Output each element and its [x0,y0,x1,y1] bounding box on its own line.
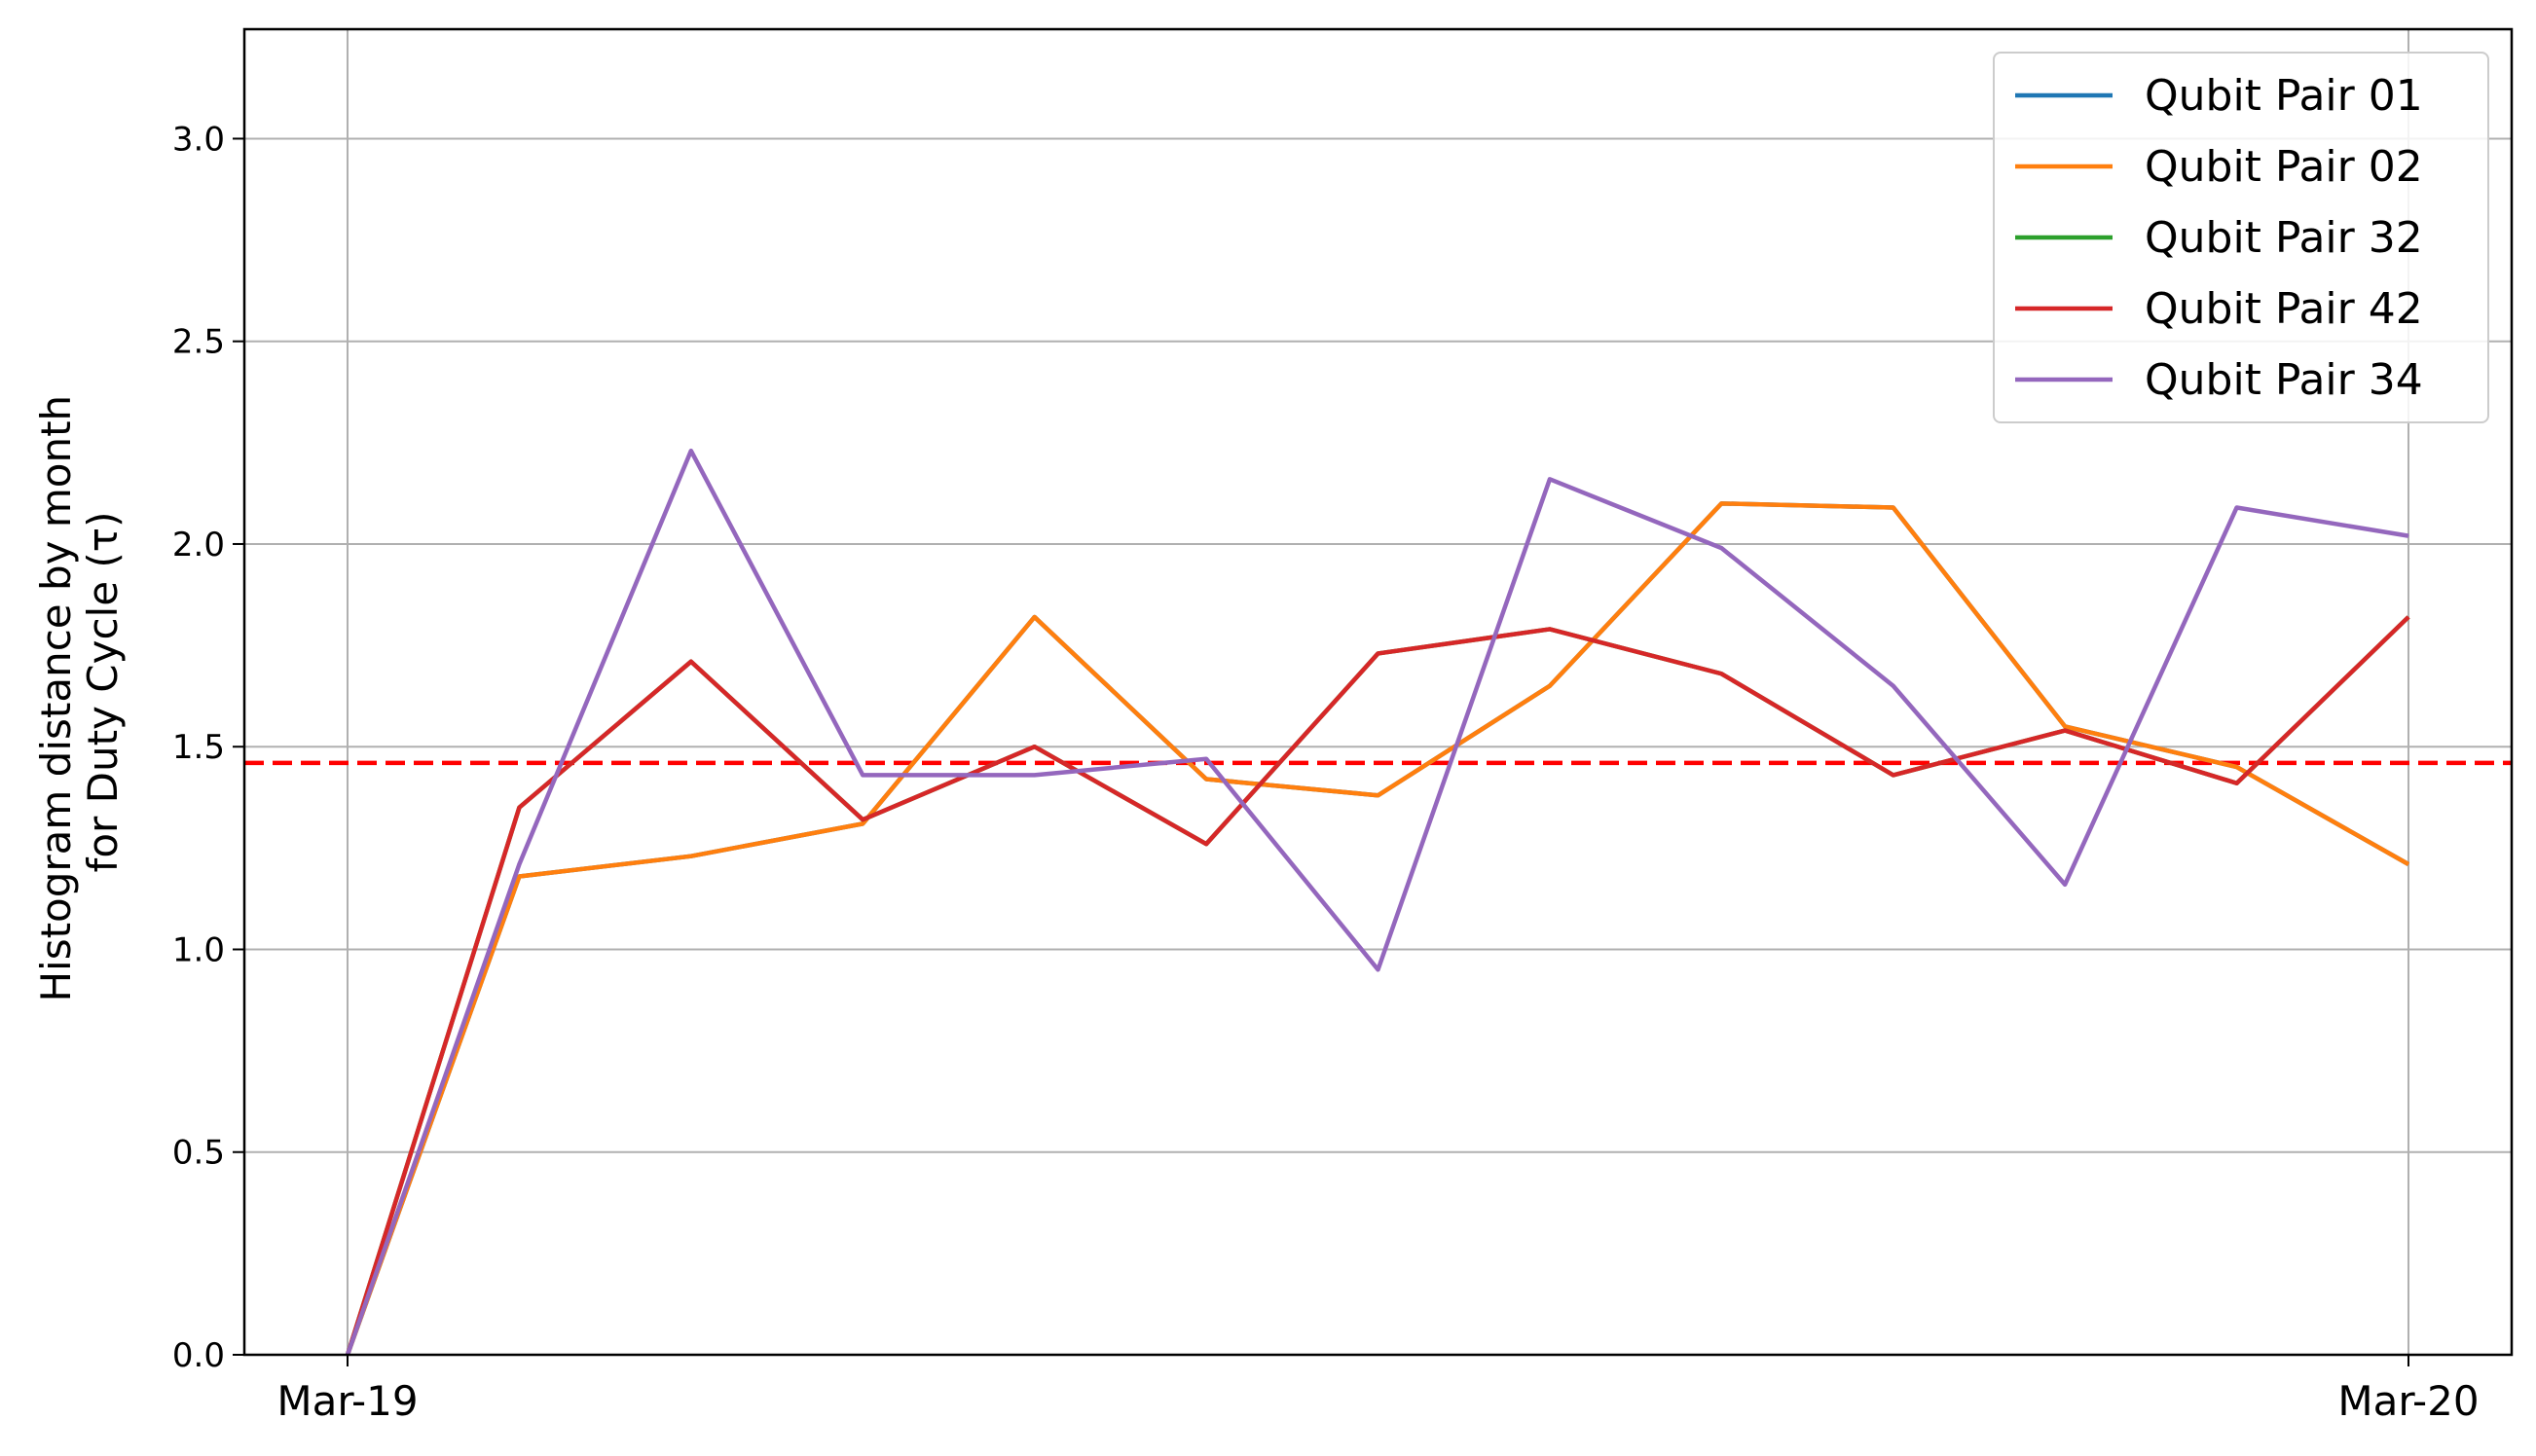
data-point [1034,774,1036,776]
data-point [518,807,520,809]
data-point [690,661,692,663]
data-point [862,774,864,776]
y-tick-label: 3.0 [172,120,225,159]
y-tick-label: 1.5 [172,728,225,767]
series-line [345,615,2410,1356]
data-point [2236,766,2238,768]
legend-label: Qubit Pair 02 [2145,142,2423,192]
legend-label: Qubit Pair 32 [2145,213,2423,263]
data-point [1034,746,1036,747]
y-axis-label: Histogram distance by month for Duty Cyc… [32,382,127,1001]
series-qubit-pair-32 [345,615,2410,1356]
y-tick-label: 0.0 [172,1336,225,1375]
y-axis-ticks: 0.0 0.5 1.0 1.5 2.0 2.5 3.0 [172,120,244,1375]
data-point [690,855,692,857]
legend: Qubit Pair 01 Qubit Pair 02 Qubit Pair 32 Q… [1993,52,2489,423]
data-point [2064,884,2066,886]
x-tick-label: Mar-19 [276,1377,418,1425]
series-line [345,615,2410,1356]
data-point [690,450,692,452]
data-point [1205,779,1207,781]
data-point [2064,730,2066,732]
data-point [1720,502,1722,504]
y-axis-label-line2: for Duty Cycle (τ) [79,512,127,873]
data-point [1720,547,1722,549]
y-tick-label: 1.0 [172,930,225,969]
series-qubit-pair-02 [345,501,2410,1356]
data-point [1205,758,1207,760]
data-point [2407,616,2409,618]
legend-label: Qubit Pair 01 [2145,71,2423,121]
series-line [345,501,2410,1356]
data-point [2407,535,2409,537]
series-line [345,448,2409,1356]
data-point [862,822,864,824]
data-point [518,876,520,878]
y-tick-label: 2.5 [172,323,225,362]
y-axis-label-line1: Histogram distance by month [32,395,80,1002]
data-point [1549,478,1551,480]
data-point [2236,506,2238,508]
plot-area-frame [242,27,2514,1357]
data-point [862,819,864,820]
series-qubit-pair-34 [345,448,2409,1356]
x-tick-label: Mar-20 [2337,1377,2479,1425]
legend-label: Qubit Pair 42 [2145,284,2423,334]
data-point [1034,616,1036,618]
series-qubit-pair-01 [345,501,2410,1356]
data-point [518,863,520,865]
series-layer [345,448,2410,1356]
y-tick-label: 2.0 [172,526,225,564]
grid-layer [244,29,2512,1356]
data-point [1205,843,1207,845]
data-point [2407,863,2409,865]
data-point [1549,685,1551,687]
y-tick-label: 0.5 [172,1134,225,1173]
data-point [2064,725,2066,727]
series-line [345,501,2410,1356]
x-axis-ticks: Mar-19 Mar-20 [276,1355,2480,1425]
legend-label: Qubit Pair 34 [2145,355,2423,405]
legend-frame [1993,52,2489,423]
data-point [1720,673,1722,674]
series-qubit-pair-42 [345,615,2410,1356]
data-point [1549,628,1551,630]
